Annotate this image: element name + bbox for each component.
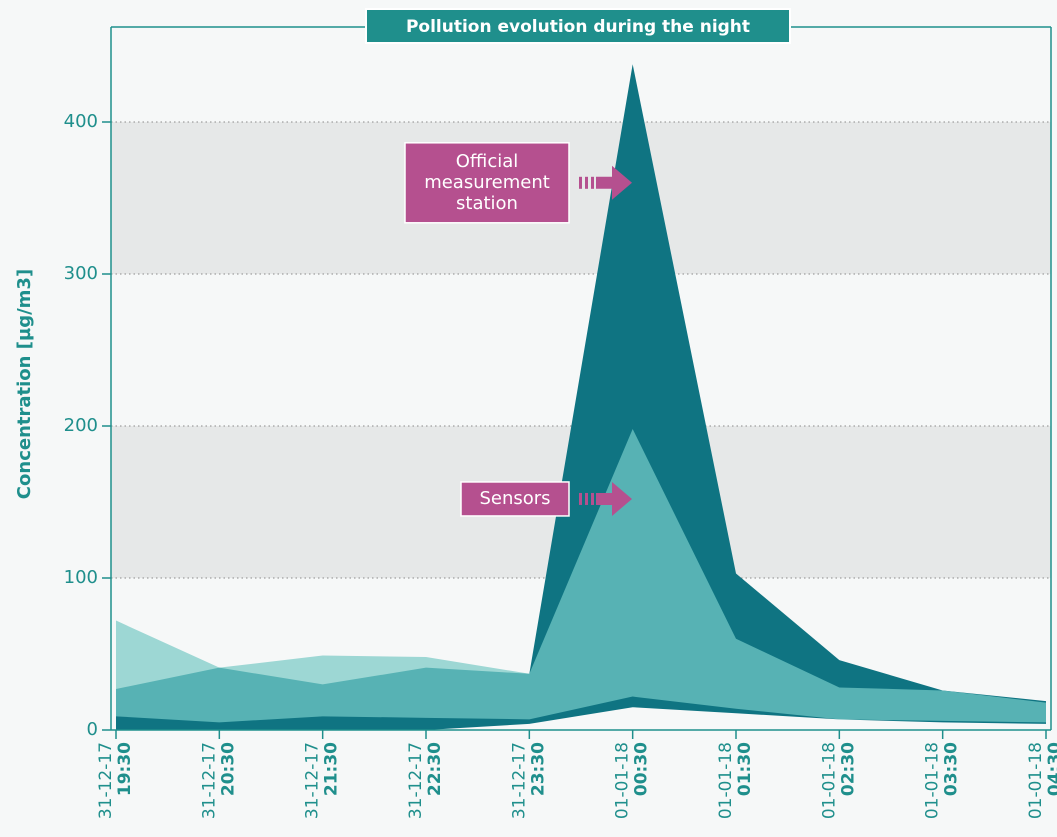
x-tick-date: 31-12-17 [509, 742, 529, 819]
x-tick-labels: 31-12-17 19:30 31-12-17 20:30 31-12-17 21:30 3… [96, 730, 1057, 819]
x-tick-time: 23:30 [528, 742, 548, 796]
annotation-text: measurement [424, 172, 550, 193]
x-tick-time: 19:30 [115, 742, 135, 796]
chart-title-box: Pollution evolution during the night [365, 8, 791, 44]
chart-title: Pollution evolution during the night [406, 17, 750, 37]
y-tick-label: 200 [64, 415, 98, 436]
x-tick-time: 22:30 [425, 742, 445, 796]
chart-title-background [365, 8, 791, 44]
annotation-box [404, 142, 570, 224]
background-band [111, 122, 1051, 274]
y-axis-label: Concentration [µg/m3] [14, 269, 35, 499]
annotation-text: Sensors [479, 488, 550, 509]
arrow-dash [579, 492, 582, 505]
arrow-dash [585, 176, 588, 189]
arrow-dash [591, 492, 594, 505]
x-tick-date: 01-01-18 [923, 742, 943, 819]
x-tick-time: 21:30 [322, 742, 342, 796]
area-series-group [116, 64, 1046, 731]
x-tick-time: 02:30 [838, 742, 858, 796]
annotation-box [460, 481, 570, 517]
annotation-callout: Sensors [460, 481, 632, 517]
arrow-dash [579, 176, 582, 189]
y-tick-labels: 0 100 200 300 400 [64, 111, 111, 740]
x-tick-date: 31-12-17 [199, 742, 219, 819]
x-tick-time: 04:30 [1045, 742, 1057, 796]
x-tick-date: 31-12-17 [303, 742, 323, 819]
x-tick-time: 20:30 [218, 742, 238, 796]
y-tick-label: 400 [64, 111, 98, 132]
x-tick-time: 00:30 [632, 742, 652, 796]
x-tick-date: 01-01-18 [716, 742, 736, 819]
y-tick-label: 0 [87, 719, 98, 740]
x-tick-date: 31-12-17 [406, 742, 426, 819]
arrow-dash [585, 492, 588, 505]
arrow-right-icon [596, 481, 632, 516]
arrow-right-icon [596, 165, 632, 200]
arrow-dash [591, 176, 594, 189]
x-tick-date: 01-01-18 [819, 742, 839, 819]
area-series [116, 429, 1046, 730]
y-tick-label: 100 [64, 567, 98, 588]
x-tick-date: 01-01-18 [613, 742, 633, 819]
x-tick-time: 01:30 [735, 742, 755, 796]
x-tick-time: 03:30 [942, 742, 962, 796]
area-series [116, 707, 1046, 730]
x-tick-date: 31-12-17 [96, 742, 116, 819]
x-tick-date: 01-01-18 [1026, 742, 1046, 819]
annotation-text: station [456, 193, 518, 214]
annotation-text: Official [456, 151, 519, 172]
grid-lines [111, 121, 1051, 579]
y-tick-label: 300 [64, 263, 98, 284]
